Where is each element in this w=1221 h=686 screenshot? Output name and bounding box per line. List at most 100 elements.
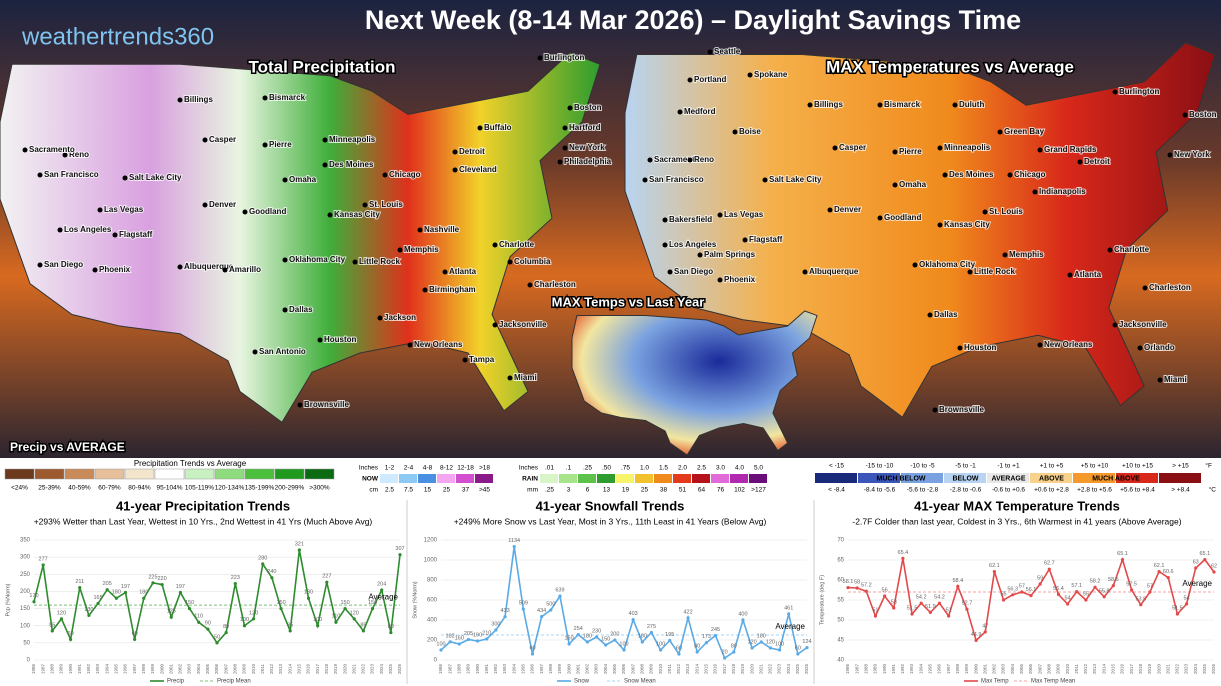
x-tick-label: 2005 — [612, 664, 617, 675]
city-dot — [832, 145, 838, 151]
x-tick-label: 1996 — [123, 664, 128, 675]
x-tick-label: 1988 — [49, 664, 54, 675]
legend-label: 80-94% — [128, 485, 151, 492]
city-label: New York — [1174, 150, 1210, 159]
value-label: 100 — [619, 641, 628, 647]
y-tick-label: 200 — [20, 589, 31, 595]
city-dot — [687, 157, 693, 163]
city-dot — [1107, 247, 1113, 253]
city-label: Des Moines — [329, 160, 374, 169]
legend-label: > +8.4 — [1171, 487, 1190, 494]
value-label: 60 — [132, 631, 138, 637]
value-label: 225 — [148, 574, 157, 580]
value-label: 54 — [1183, 595, 1189, 601]
city-label: Boston — [574, 103, 602, 112]
data-point — [965, 607, 969, 611]
data-point — [1038, 582, 1042, 586]
legend-swatch — [380, 474, 398, 483]
value-label: 53 — [891, 599, 897, 605]
city-label: New York — [569, 143, 605, 152]
value-label: 51 — [872, 607, 878, 613]
legend-label: -5.6 to -2.8 — [907, 487, 939, 494]
city-label: New Orleans — [1044, 340, 1093, 349]
legend-swatch — [34, 468, 65, 480]
city-label: Chicago — [389, 170, 421, 179]
city-dot — [37, 172, 43, 178]
city-dot — [492, 322, 498, 328]
x-tick-label: 1987 — [40, 664, 45, 675]
x-tick-label: 2017 — [315, 664, 320, 675]
data-point — [1120, 558, 1125, 562]
x-tick-label: 1999 — [964, 664, 969, 675]
data-point — [1020, 590, 1024, 594]
data-point — [59, 617, 64, 621]
y-tick-label: 45 — [837, 638, 844, 644]
city-dot — [1182, 112, 1188, 118]
legend-label: 7.5 — [404, 487, 413, 494]
chart-subtitle: +249% More Snow vs Last Year, Most in 3 … — [454, 516, 767, 526]
city-dot — [492, 242, 498, 248]
city-label: Miami — [1164, 375, 1187, 384]
value-label: 62 — [1211, 563, 1217, 569]
x-tick-label: 2013 — [278, 664, 283, 675]
x-tick-label: 1998 — [548, 664, 553, 675]
data-point — [457, 642, 461, 646]
value-label: 434 — [537, 608, 546, 614]
value-label: 120 — [748, 639, 757, 645]
value-label: 275 — [647, 624, 656, 630]
x-tick-label: 1997 — [539, 664, 544, 675]
chart-title: 41-year MAX Temperature Trends — [914, 498, 1120, 513]
city-dot — [1037, 147, 1043, 153]
legend-swatch — [214, 468, 245, 480]
value-label: 51.5 — [1172, 605, 1183, 611]
data-point — [242, 624, 247, 628]
value-label: 56.3 — [1007, 586, 1018, 592]
legend-swatch — [578, 474, 596, 483]
legend-label: 4-8 — [423, 465, 433, 472]
city-label: Casper — [839, 143, 866, 152]
legend-label: -15 to -10 — [866, 463, 894, 470]
city-label: Chicago — [1014, 170, 1046, 179]
city-dot — [827, 207, 833, 213]
annotation: Average — [1182, 579, 1212, 588]
data-point — [686, 616, 690, 620]
data-point — [750, 646, 754, 650]
legend-swatch — [692, 474, 710, 483]
x-tick-label: 1996 — [937, 664, 942, 675]
city-label: Miami — [514, 373, 537, 382]
city-label: Bismarck — [884, 100, 921, 109]
x-tick-label: 2004 — [603, 664, 608, 675]
value-label: 59 — [1037, 575, 1043, 581]
value-label: 57.1 — [1071, 583, 1082, 589]
city-dot — [222, 267, 228, 273]
legend-label: 200-299% — [275, 485, 305, 492]
city-label: St. Louis — [989, 207, 1023, 216]
data-point — [723, 656, 727, 660]
city-label: Detroit — [459, 147, 485, 156]
x-tick-label: 2011 — [667, 664, 672, 674]
city-dot — [37, 262, 43, 268]
city-dot — [407, 342, 413, 348]
data-point — [197, 620, 201, 624]
x-tick-label: 2025 — [388, 664, 393, 675]
value-label: 58.6 — [1108, 577, 1119, 583]
data-point — [206, 627, 210, 631]
city-label: Jackson — [384, 313, 416, 322]
data-point — [78, 586, 82, 590]
legend-word: ABOVE — [1039, 475, 1064, 482]
data-point — [398, 553, 402, 557]
legend-title: Precipitation Trends vs Average — [134, 459, 247, 468]
x-tick-label: 2005 — [1019, 664, 1024, 675]
x-tick-label: 1986 — [845, 664, 850, 675]
city-label: Medford — [684, 107, 716, 116]
data-point — [142, 596, 146, 600]
city-label: Boston — [1189, 110, 1217, 119]
legend-swatch — [901, 473, 943, 483]
city-dot — [647, 157, 653, 163]
legend-label: .01 — [545, 465, 554, 472]
city-label: Salt Lake City — [769, 175, 822, 184]
data-point — [32, 600, 36, 604]
value-label: 65.1 — [1199, 551, 1210, 557]
data-point — [279, 606, 283, 611]
city-dot — [422, 287, 428, 293]
